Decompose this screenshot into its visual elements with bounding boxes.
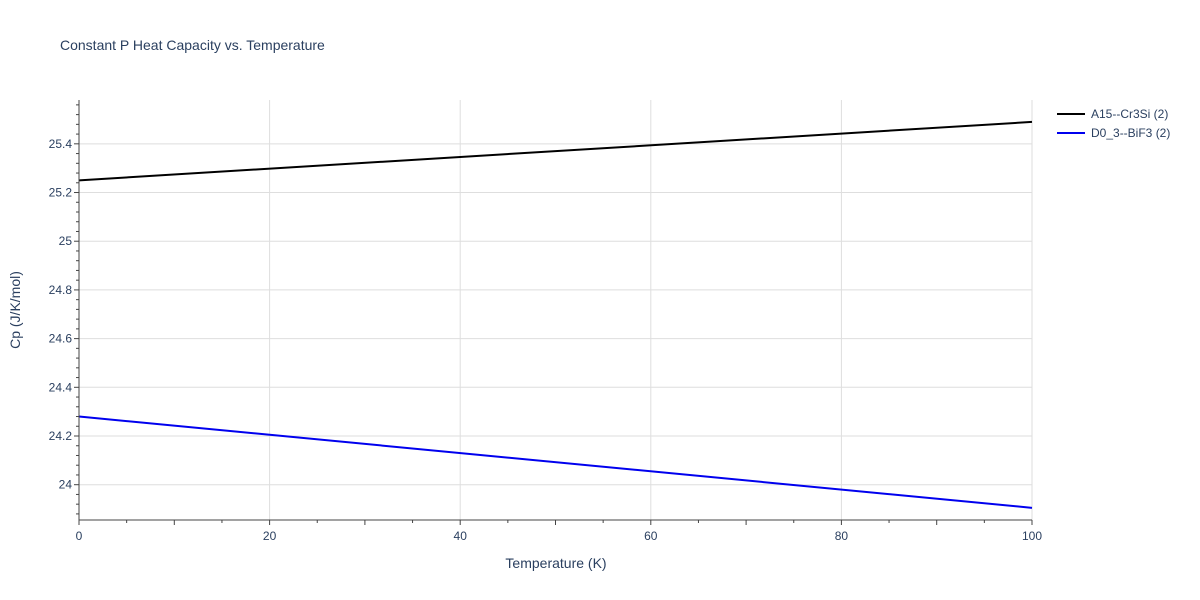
x-tick-label: 20: [263, 529, 277, 543]
y-axis-title: Cp (J/K/mol): [7, 271, 23, 349]
x-tick-label: 100: [1022, 529, 1042, 543]
x-tick-label: 0: [76, 529, 83, 543]
tick-labels: 0 20 40 60 80 100 24 24.2 24.4 24.6 24.8 25 25.2 25.4: [49, 137, 1043, 543]
grid-lines: [79, 100, 1033, 520]
legend-item-label[interactable]: A15--Cr3Si (2): [1091, 107, 1168, 121]
y-tick-label: 25.2: [49, 186, 73, 200]
y-tick-label: 24.8: [49, 283, 73, 297]
y-tick-label: 25: [59, 234, 73, 248]
y-tick-label: 24: [59, 478, 73, 492]
y-tick-label: 24.6: [49, 332, 73, 346]
x-tick-label: 40: [454, 529, 468, 543]
series-line: [78, 120, 1033, 182]
series-lines: [78, 120, 1033, 509]
series-line: [78, 415, 1033, 509]
x-tick-label: 60: [644, 529, 658, 543]
y-tick-label: 25.4: [49, 137, 73, 151]
x-axis-title: Temperature (K): [505, 555, 606, 571]
legend[interactable]: A15--Cr3Si (2) D0_3--BiF3 (2): [1057, 107, 1170, 140]
axes: [74, 100, 1033, 525]
chart-title: Constant P Heat Capacity vs. Temperature: [60, 37, 325, 53]
y-tick-label: 24.4: [49, 380, 73, 394]
y-tick-label: 24.2: [49, 429, 73, 443]
x-tick-label: 80: [835, 529, 849, 543]
legend-item-label[interactable]: D0_3--BiF3 (2): [1091, 126, 1170, 140]
